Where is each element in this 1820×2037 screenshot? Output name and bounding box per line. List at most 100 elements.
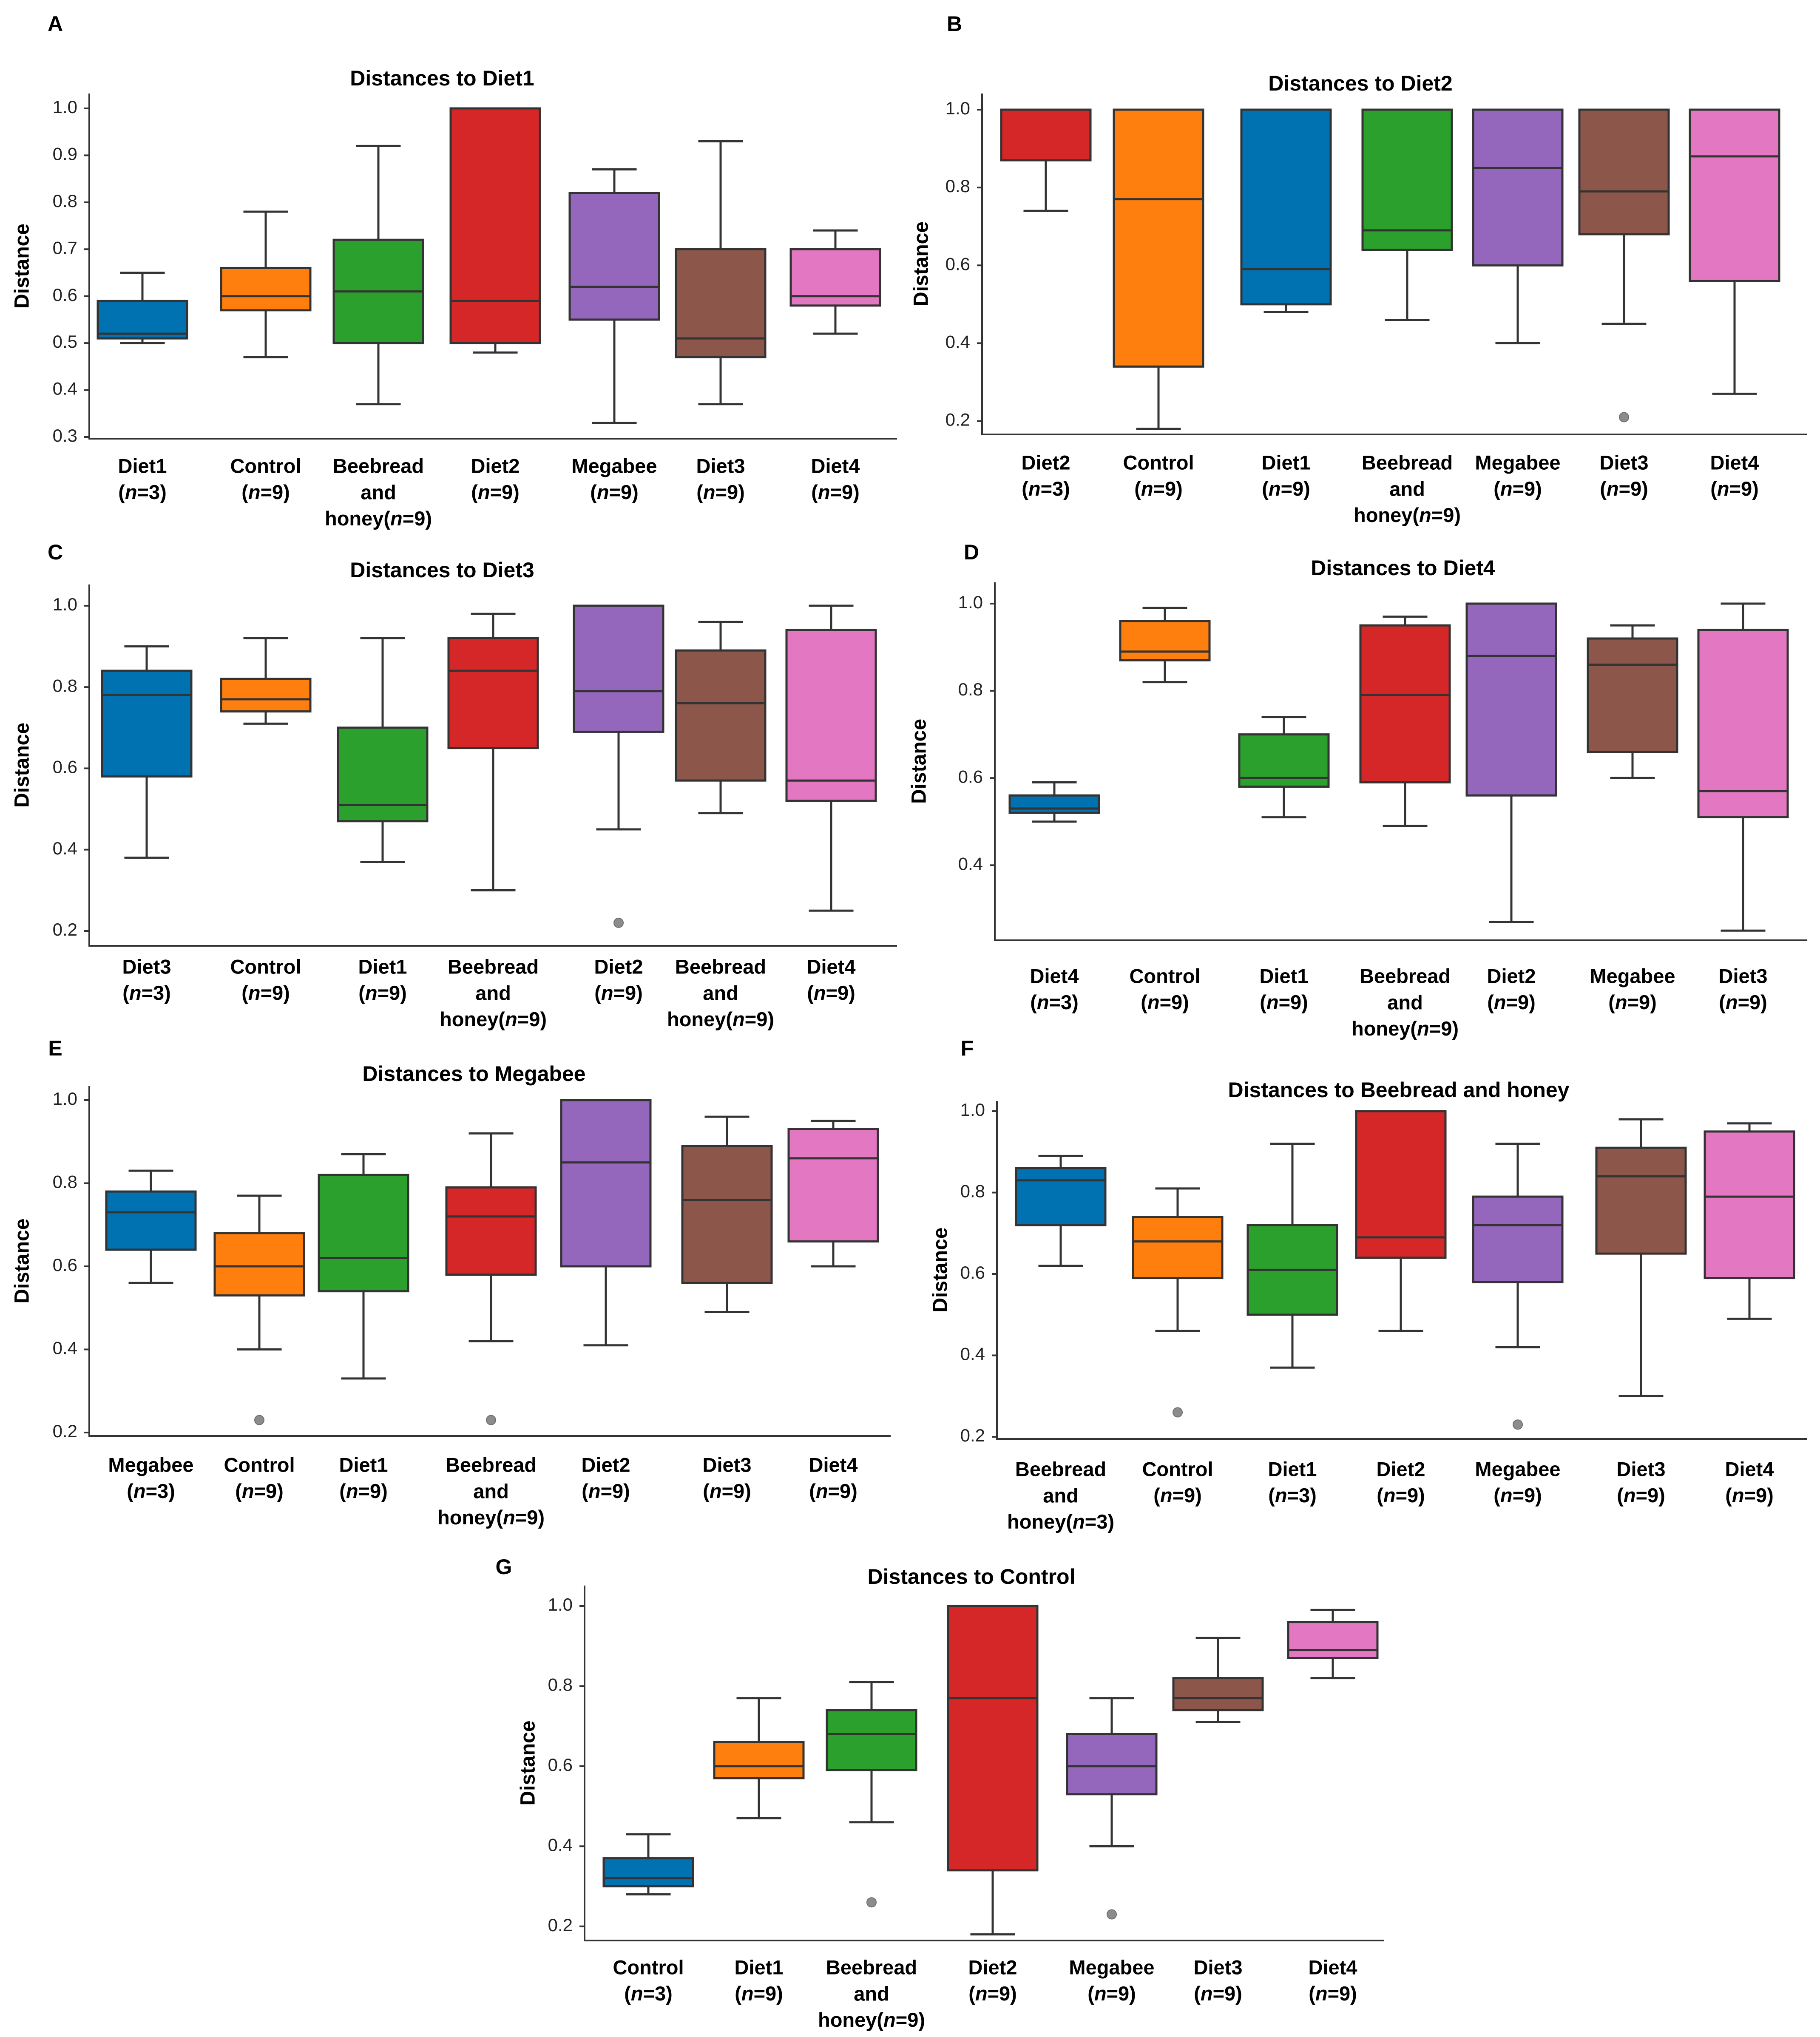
x-tick-label: (n=9) [1493, 477, 1542, 500]
panel-letter: C [48, 540, 63, 564]
box-body [947, 1605, 1039, 1872]
box-diet1: Beebread and honey(n=3) [1007, 1155, 1114, 1533]
x-tick-label: honey(n=9) [325, 507, 432, 530]
x-tick-label: Diet1 [1262, 451, 1311, 474]
box-diet1: Diet1 (n=9) [1240, 108, 1332, 500]
box-diet1: Diet4 (n=3) [1008, 781, 1100, 1013]
box-control: Diet1 (n=9) [713, 1697, 805, 2005]
x-tick-label: (n=9) [1608, 991, 1657, 1013]
x-tick-label: Diet3 [1617, 1458, 1666, 1480]
box-diet3: Diet3 (n=9) [1172, 1637, 1264, 2005]
x-tick-label: honey(n=9) [667, 1008, 774, 1030]
box-diet3: Diet3 (n=9) [1595, 1118, 1687, 1506]
chart-title: Distances to Diet4 [1311, 556, 1495, 580]
y-tick-label: 0.2 [960, 1425, 985, 1445]
box-body [97, 300, 188, 340]
box-beebread-and-honey: Diet1 (n=9) [337, 637, 429, 1004]
x-tick-label: (n=9) [582, 1480, 630, 1502]
x-tick-label: Diet2 [968, 1956, 1017, 1978]
x-tick-label: (n=3) [1268, 1484, 1317, 1506]
x-tick-label: honey(n=9) [818, 2009, 925, 2031]
box-megabee: Diet2 (n=9) [560, 1099, 652, 1502]
x-tick-label: Diet4 [1030, 965, 1079, 987]
x-tick-label: (n=9) [1194, 1982, 1242, 2005]
box-beebread-and-honey: Diet1 (n=9) [318, 1153, 409, 1502]
y-tick-label: 0.8 [548, 1675, 573, 1695]
box-diet2: Diet2 (n=9) [1355, 1110, 1447, 1506]
x-tick-label: honey(n=9) [1354, 504, 1461, 526]
panel-letter: D [964, 540, 979, 564]
box-diet4: Diet4 (n=9) [1704, 1122, 1795, 1506]
x-tick-label: (n=9) [1725, 1484, 1774, 1506]
box-megabee: Megabee (n=9) [1472, 1143, 1564, 1506]
y-axis-label: Distance [11, 723, 34, 808]
outlier-point [254, 1415, 264, 1425]
box-body [1472, 1195, 1564, 1283]
box-control: Control (n=9) [213, 1194, 305, 1502]
box-body [785, 629, 877, 802]
box-body [213, 1232, 305, 1297]
x-tick-label: Diet4 [811, 454, 860, 477]
x-tick-label: Diet3 [122, 955, 171, 978]
x-tick-label: Control [230, 454, 301, 477]
panel-letter: F [961, 1036, 974, 1060]
x-tick-label: Beebread [675, 955, 766, 978]
x-tick-label: (n=9) [1487, 991, 1536, 1013]
box-body [1465, 602, 1557, 797]
box-body [445, 1186, 537, 1276]
x-tick-label: Beebread [1362, 451, 1453, 474]
x-tick-label: Diet2 [1022, 451, 1070, 474]
box-body [1355, 1110, 1447, 1259]
box-body [318, 1174, 409, 1293]
x-tick-label: Diet2 [1487, 965, 1536, 987]
box-diet2: Diet2 (n=9) [449, 107, 541, 503]
box-diet4: Diet4 (n=9) [1287, 1609, 1379, 2005]
y-tick-label: 0.8 [960, 1181, 985, 1201]
y-tick-label: 1.0 [960, 1100, 985, 1120]
y-tick-label: 0.4 [958, 854, 983, 874]
box-body [105, 1190, 197, 1251]
y-tick-label: 0.6 [53, 757, 77, 777]
box-body [1015, 1167, 1107, 1226]
x-tick-label: Diet3 [696, 454, 745, 477]
box-body [1287, 1621, 1379, 1659]
y-axis-label: Distance [517, 1720, 539, 1805]
x-tick-label: (n=9) [358, 982, 407, 1004]
x-tick-label: (n=9) [339, 1480, 388, 1502]
box-megabee: Diet2 (n=9) [573, 604, 664, 1004]
box-body [1000, 108, 1092, 162]
x-tick-label: honey(n=9) [437, 1506, 545, 1529]
box-body [1359, 624, 1451, 784]
box-body [1697, 629, 1789, 819]
box-diet1: Diet3 (n=3) [101, 645, 193, 1004]
axis-spines [981, 94, 1807, 435]
x-tick-label: (n=9) [1141, 991, 1189, 1013]
axis-spines [88, 584, 897, 947]
x-tick-label: (n=9) [241, 982, 290, 1004]
outlier-point [1619, 412, 1629, 423]
box-body [826, 1709, 917, 1771]
x-tick-label: Diet2 [1377, 1458, 1425, 1480]
x-tick-label: honey(n=9) [440, 1008, 547, 1030]
y-tick-label: 1.0 [958, 592, 983, 612]
y-tick-label: 0.8 [958, 679, 983, 699]
box-diet4: Diet4 (n=9) [1689, 108, 1780, 500]
outlier-point [486, 1415, 496, 1425]
x-tick-label: (n=9) [1719, 991, 1767, 1013]
box-body [1587, 637, 1678, 753]
y-tick-label: 1.0 [53, 1089, 77, 1109]
x-tick-label: (n=9) [1493, 1484, 1542, 1506]
box-control: Control (n=9) [1119, 607, 1211, 1013]
x-tick-label: and [475, 982, 511, 1004]
axis-spines [996, 1101, 1807, 1440]
x-tick-label: (n=9) [968, 1982, 1017, 2005]
chart-title: Distances to Megabee [362, 1062, 585, 1086]
y-tick-label: 1.0 [53, 594, 77, 614]
x-tick-label: (n=3) [118, 481, 167, 503]
x-tick-label: and [361, 481, 396, 503]
x-tick-label: Diet1 [358, 955, 407, 978]
x-tick-label: Megabee [571, 454, 657, 477]
x-tick-label: (n=9) [1262, 477, 1310, 500]
box-beebread-and-honey: Diet1 (n=9) [1238, 716, 1330, 1013]
box-diet4: Diet4 (n=9) [789, 229, 881, 503]
